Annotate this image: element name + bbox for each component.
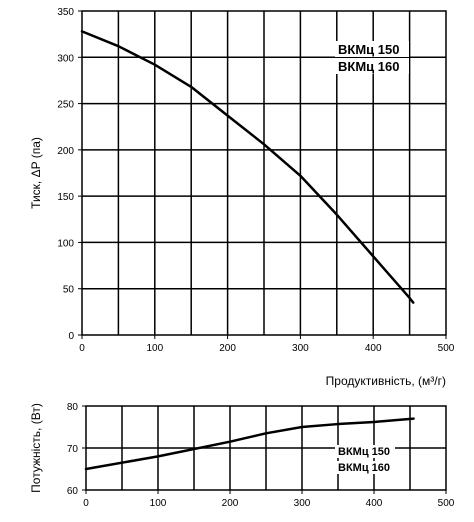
- y-tick-label: 300: [57, 53, 74, 64]
- x-tick-label: 100: [150, 498, 167, 509]
- x-tick-label: 100: [146, 343, 163, 354]
- y-tick-label: 150: [57, 192, 74, 203]
- series-line: [84, 417, 415, 471]
- x-tick-label: 500: [438, 343, 455, 354]
- y-tick-label: 80: [67, 402, 79, 413]
- y-tick-label: 100: [57, 238, 74, 249]
- x-tick-label: 200: [219, 343, 236, 354]
- x-tick-label: 300: [294, 498, 311, 509]
- y-tick-label: 0: [68, 331, 74, 342]
- pressure-chart: 0 100 200 300 400 500 0 50 100 150 200 250 300 350 Тис…: [29, 7, 455, 388]
- x-tick-label: 300: [292, 343, 309, 354]
- legend-label: ВКМц 160: [338, 59, 399, 74]
- y-axis-label: Потужність, (Вт): [29, 403, 43, 493]
- y-tick-label: 50: [63, 285, 75, 296]
- x-tick-label: 0: [79, 343, 85, 354]
- y-tick-label: 60: [67, 486, 79, 497]
- y-tick-label: 200: [57, 146, 74, 157]
- legend-label: ВКМц 150: [338, 42, 399, 57]
- y-tick-label: 70: [67, 444, 79, 455]
- legend-background: [335, 461, 395, 474]
- x-tick-label: 0: [83, 498, 89, 509]
- y-tick-label: 350: [57, 7, 74, 18]
- y-tick-label: 250: [57, 100, 74, 111]
- power-chart: 0 100 200 300 400 500 60 70 80 Потужність, (Вт) ВК…: [29, 402, 455, 509]
- y-axis-label: Тиск, ΔP (па): [29, 137, 43, 209]
- legend-background: [335, 41, 409, 57]
- legend-label: ВКМц 150: [338, 446, 390, 458]
- x-tick-label: 200: [222, 498, 239, 509]
- legend-background: [335, 58, 409, 74]
- x-tick-label: 400: [365, 343, 382, 354]
- legend-background: [335, 445, 395, 458]
- legend-label: ВКМц 160: [338, 462, 390, 474]
- x-tick-label: 500: [438, 498, 455, 509]
- x-tick-label: 400: [366, 498, 383, 509]
- x-axis-label: Продуктивність, (м³/г): [326, 374, 446, 388]
